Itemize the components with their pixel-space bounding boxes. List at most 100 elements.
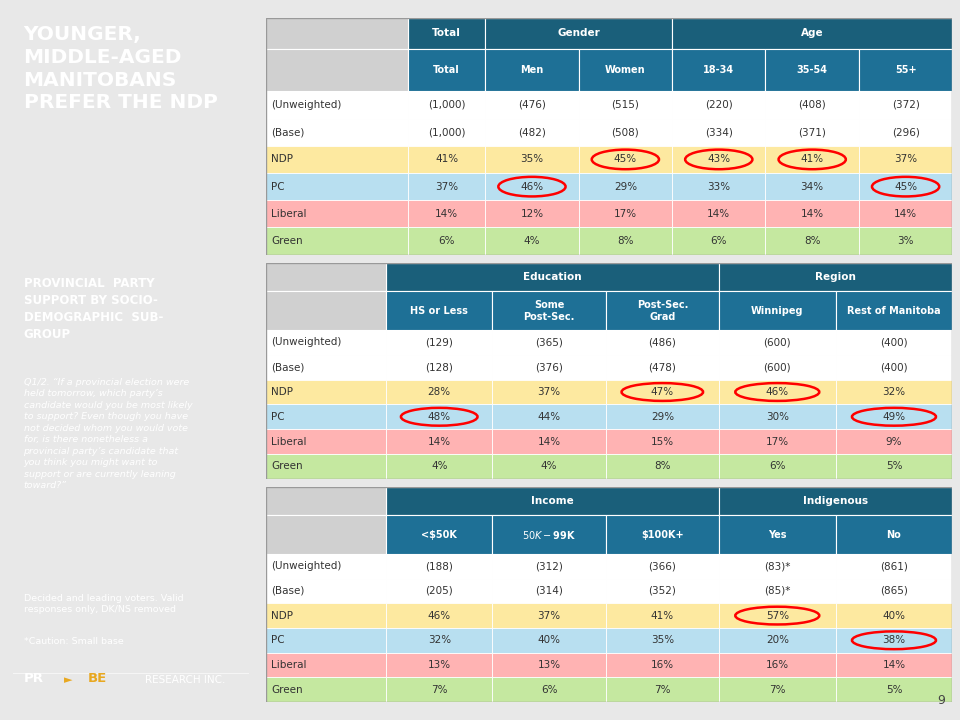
Text: PC: PC xyxy=(272,181,285,192)
FancyBboxPatch shape xyxy=(672,173,765,200)
FancyBboxPatch shape xyxy=(485,49,579,91)
FancyBboxPatch shape xyxy=(672,200,765,228)
Text: (Unweighted): (Unweighted) xyxy=(272,561,342,571)
FancyBboxPatch shape xyxy=(835,652,952,678)
Text: BE: BE xyxy=(87,672,107,685)
FancyBboxPatch shape xyxy=(719,292,835,330)
Text: 49%: 49% xyxy=(882,412,905,422)
FancyBboxPatch shape xyxy=(408,146,485,173)
FancyBboxPatch shape xyxy=(266,379,386,405)
FancyBboxPatch shape xyxy=(835,454,952,479)
Text: NDP: NDP xyxy=(272,387,294,397)
FancyBboxPatch shape xyxy=(579,228,672,255)
FancyBboxPatch shape xyxy=(672,91,765,119)
FancyBboxPatch shape xyxy=(266,454,386,479)
Text: (865): (865) xyxy=(880,586,908,596)
FancyBboxPatch shape xyxy=(606,579,719,603)
FancyBboxPatch shape xyxy=(386,292,492,330)
Text: Total: Total xyxy=(432,28,461,38)
Text: (Base): (Base) xyxy=(272,586,304,596)
FancyBboxPatch shape xyxy=(719,264,952,292)
Text: 6%: 6% xyxy=(540,685,558,695)
FancyBboxPatch shape xyxy=(266,173,408,200)
Text: (Unweighted): (Unweighted) xyxy=(272,100,342,110)
Text: Decided and leading voters. Valid
responses only, DK/NS removed: Decided and leading voters. Valid respon… xyxy=(23,594,183,614)
FancyBboxPatch shape xyxy=(492,554,606,579)
FancyBboxPatch shape xyxy=(266,146,408,173)
Text: 6%: 6% xyxy=(769,462,785,472)
Text: 14%: 14% xyxy=(882,660,905,670)
Text: 7%: 7% xyxy=(769,685,785,695)
Text: PR: PR xyxy=(23,672,43,685)
FancyBboxPatch shape xyxy=(765,49,859,91)
FancyBboxPatch shape xyxy=(835,330,952,355)
FancyBboxPatch shape xyxy=(672,119,765,146)
FancyBboxPatch shape xyxy=(408,49,485,91)
Text: Liberal: Liberal xyxy=(272,209,307,219)
FancyBboxPatch shape xyxy=(859,91,952,119)
Text: 4%: 4% xyxy=(431,462,447,472)
FancyBboxPatch shape xyxy=(606,554,719,579)
Text: (205): (205) xyxy=(425,586,453,596)
FancyBboxPatch shape xyxy=(835,579,952,603)
Text: (365): (365) xyxy=(535,338,563,348)
Text: 37%: 37% xyxy=(538,387,561,397)
Text: 37%: 37% xyxy=(435,181,458,192)
FancyBboxPatch shape xyxy=(386,554,492,579)
Text: (Base): (Base) xyxy=(272,127,304,138)
Text: 16%: 16% xyxy=(651,660,674,670)
Text: 44%: 44% xyxy=(538,412,561,422)
FancyBboxPatch shape xyxy=(859,228,952,255)
FancyBboxPatch shape xyxy=(492,405,606,429)
Text: 43%: 43% xyxy=(708,154,731,164)
FancyBboxPatch shape xyxy=(266,652,386,678)
Text: 14%: 14% xyxy=(894,209,917,219)
Text: 48%: 48% xyxy=(427,412,451,422)
Text: 46%: 46% xyxy=(766,387,789,397)
FancyBboxPatch shape xyxy=(859,119,952,146)
Text: NDP: NDP xyxy=(272,154,294,164)
FancyBboxPatch shape xyxy=(579,91,672,119)
Text: (371): (371) xyxy=(799,127,827,138)
Text: PROVINCIAL  PARTY
SUPPORT BY SOCIO-
DEMOGRAPHIC  SUB-
GROUP: PROVINCIAL PARTY SUPPORT BY SOCIO- DEMOG… xyxy=(23,277,163,341)
Text: 55+: 55+ xyxy=(895,65,917,75)
FancyBboxPatch shape xyxy=(859,173,952,200)
Text: 5%: 5% xyxy=(886,462,902,472)
Text: No: No xyxy=(887,529,901,539)
Text: Liberal: Liberal xyxy=(272,660,307,670)
Text: Green: Green xyxy=(272,685,303,695)
FancyBboxPatch shape xyxy=(719,330,835,355)
Text: (314): (314) xyxy=(535,586,563,596)
Text: 8%: 8% xyxy=(617,236,634,246)
FancyBboxPatch shape xyxy=(266,49,408,91)
Text: HS or Less: HS or Less xyxy=(410,306,468,315)
Text: Indigenous: Indigenous xyxy=(804,496,868,506)
Text: 14%: 14% xyxy=(435,209,458,219)
Text: 40%: 40% xyxy=(538,635,561,645)
Text: 45%: 45% xyxy=(613,154,636,164)
FancyBboxPatch shape xyxy=(719,652,835,678)
FancyBboxPatch shape xyxy=(835,292,952,330)
Text: (83)*: (83)* xyxy=(764,561,790,571)
Text: 37%: 37% xyxy=(894,154,917,164)
FancyBboxPatch shape xyxy=(266,487,386,516)
Text: 29%: 29% xyxy=(651,412,674,422)
FancyBboxPatch shape xyxy=(492,429,606,454)
Text: 14%: 14% xyxy=(708,209,731,219)
FancyBboxPatch shape xyxy=(492,652,606,678)
Text: 32%: 32% xyxy=(427,635,451,645)
Text: 13%: 13% xyxy=(427,660,451,670)
FancyBboxPatch shape xyxy=(606,429,719,454)
FancyBboxPatch shape xyxy=(765,228,859,255)
FancyBboxPatch shape xyxy=(765,173,859,200)
Text: 6%: 6% xyxy=(439,236,455,246)
FancyBboxPatch shape xyxy=(579,119,672,146)
Text: Income: Income xyxy=(531,496,574,506)
FancyBboxPatch shape xyxy=(492,678,606,702)
Text: (508): (508) xyxy=(612,127,639,138)
Text: 4%: 4% xyxy=(540,462,558,472)
FancyBboxPatch shape xyxy=(606,652,719,678)
FancyBboxPatch shape xyxy=(386,330,492,355)
FancyBboxPatch shape xyxy=(579,200,672,228)
FancyBboxPatch shape xyxy=(386,678,492,702)
